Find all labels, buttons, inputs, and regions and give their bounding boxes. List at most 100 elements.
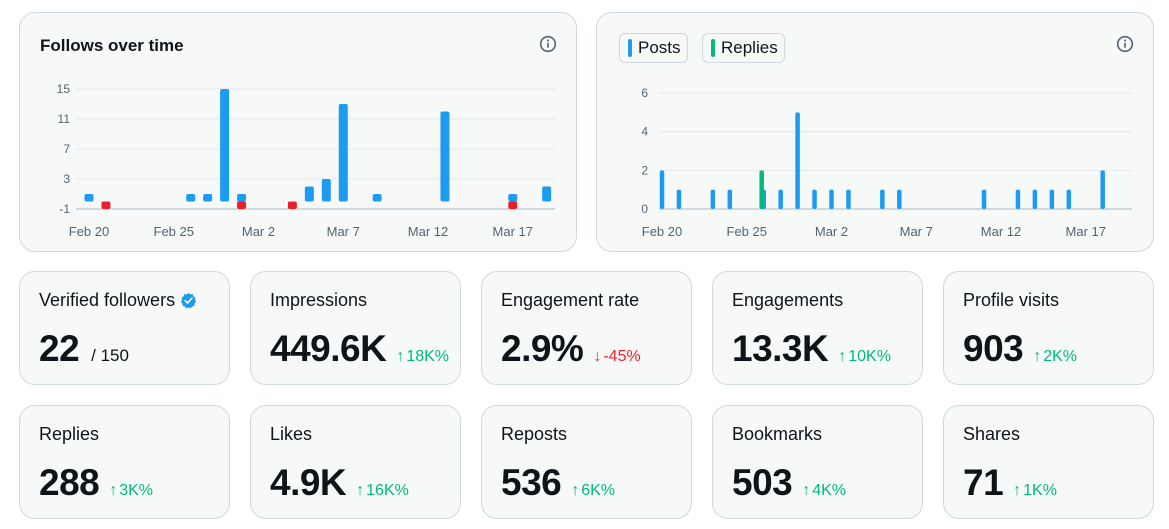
- stat-card-replies: Replies 288 ↑ 3K%: [19, 405, 230, 519]
- stat-delta-text: -45%: [603, 348, 641, 365]
- follows-bar: [508, 194, 518, 202]
- stat-delta-text: 6K%: [581, 482, 616, 499]
- y-tick-label: 6: [641, 86, 648, 100]
- unfollows-bar: [287, 201, 297, 209]
- x-tick-label: Feb 20: [642, 224, 682, 239]
- x-tick-label: Mar 2: [815, 224, 848, 239]
- stat-value: 71 ↑ 1K%: [963, 462, 1057, 504]
- stat-value: 288 ↑ 3K%: [39, 462, 153, 504]
- follows-bar: [186, 194, 196, 202]
- posts-bar: [778, 189, 783, 209]
- y-tick-label: 15: [57, 82, 71, 96]
- follows-bar: [237, 194, 247, 202]
- stat-label: Verified followers: [39, 290, 197, 311]
- stat-value-number: 2.9%: [501, 328, 584, 369]
- stat-card-profile-visits: Profile visits 903 ↑ 2K%: [943, 271, 1154, 385]
- posts-bar: [981, 189, 987, 209]
- arrow-up-icon: ↑: [356, 482, 365, 499]
- x-tick-label: Feb 25: [154, 224, 194, 239]
- stat-value: 2.9% ↓ -45%: [501, 328, 641, 370]
- stat-delta: ↑ 6K%: [571, 482, 615, 500]
- stat-card-impressions: Impressions 449.6K ↑ 18K%: [250, 271, 461, 385]
- posts-bar: [710, 189, 716, 209]
- stat-delta-text: 2K%: [1043, 348, 1078, 365]
- stat-value-number: 22: [39, 328, 80, 369]
- arrow-up-icon: ↑: [1033, 348, 1042, 365]
- arrow-up-icon: ↑: [109, 482, 118, 499]
- legend-replies[interactable]: Replies: [702, 33, 785, 63]
- stat-delta-text: 1K%: [1023, 482, 1057, 499]
- x-tick-label: Mar 17: [493, 224, 533, 239]
- stat-value: 503 ↑ 4K%: [732, 462, 846, 504]
- posts-chart: 6 4 2 0 Feb 20 Feb 25 Mar 2 Mar 7 Mar 12 Mar 17: [641, 86, 1132, 239]
- stat-card-verified-followers: Verified followers 22 / 150: [19, 271, 230, 385]
- posts-bar: [1100, 170, 1105, 209]
- follows-bar: [372, 194, 382, 202]
- stat-card-shares: Shares 71 ↑ 1K%: [943, 405, 1154, 519]
- posts-bar: [897, 189, 902, 209]
- replies-swatch: [711, 39, 715, 57]
- stat-card-reposts: Reposts 536 ↑ 6K%: [481, 405, 692, 519]
- stat-delta-text: 3K%: [119, 482, 154, 499]
- stat-value: 449.6K ↑ 18K%: [270, 328, 449, 370]
- y-tick-label: 7: [63, 142, 70, 156]
- replies-bar: [759, 170, 764, 209]
- follows-bar: [338, 104, 348, 202]
- stat-delta: ↑ 3K%: [109, 482, 153, 500]
- stat-value: 903 ↑ 2K%: [963, 328, 1077, 370]
- follows-bar: [321, 179, 331, 202]
- stat-value-number: 503: [732, 462, 793, 503]
- x-tick-label: Mar 12: [981, 224, 1021, 239]
- unfollows-bar: [101, 201, 111, 209]
- legend-posts[interactable]: Posts: [619, 33, 688, 63]
- legend-replies-label: Replies: [721, 38, 778, 57]
- info-icon[interactable]: [539, 35, 557, 53]
- posts-bar: [676, 189, 682, 209]
- stat-value-number: 288: [39, 462, 100, 503]
- stat-value: 536 ↑ 6K%: [501, 462, 615, 504]
- stat-value: 22 / 150: [39, 328, 129, 370]
- posts-bar: [829, 189, 834, 209]
- stat-value: 13.3K ↑ 10K%: [732, 328, 891, 370]
- y-tick-label: 2: [641, 163, 648, 177]
- stat-delta-text: 10K%: [848, 348, 891, 365]
- stat-card-bookmarks: Bookmarks 503 ↑ 4K%: [712, 405, 923, 519]
- stat-label-text: Verified followers: [39, 290, 176, 310]
- stat-label: Engagement rate: [501, 290, 640, 310]
- y-tick-label: 4: [641, 125, 648, 139]
- x-tick-label: Feb 25: [727, 224, 767, 239]
- stat-label: Replies: [39, 424, 100, 444]
- info-icon[interactable]: [1116, 35, 1134, 53]
- arrow-down-icon: ↓: [593, 348, 602, 365]
- stat-label: Shares: [963, 424, 1021, 444]
- posts-bar: [795, 112, 800, 209]
- posts-bar: [1032, 189, 1038, 209]
- stat-value-number: 903: [963, 328, 1024, 369]
- stat-card-engagements: Engagements 13.3K ↑ 10K%: [712, 271, 923, 385]
- stat-value-number: 71: [963, 462, 1004, 503]
- stat-label: Bookmarks: [732, 424, 823, 444]
- stat-delta-text: 18K%: [406, 348, 450, 365]
- posts-chart-card: Posts Replies 6 4 2 0 Feb 20 Feb 25 Mar 2 Mar 7…: [596, 12, 1154, 252]
- unfollows-bar: [508, 201, 518, 209]
- y-tick-label: 3: [63, 172, 70, 186]
- follows-bar: [84, 194, 94, 202]
- x-tick-label: Mar 7: [327, 224, 360, 239]
- arrow-up-icon: ↑: [1013, 482, 1022, 499]
- posts-bar: [846, 189, 851, 209]
- stat-value: 4.9K ↑ 16K%: [270, 462, 409, 504]
- posts-bar: [1066, 189, 1072, 209]
- stat-value-number: 536: [501, 462, 562, 503]
- x-tick-label: Mar 17: [1066, 224, 1106, 239]
- stat-delta: ↑ 16K%: [356, 482, 409, 500]
- stat-value-number: 13.3K: [732, 328, 829, 369]
- arrow-up-icon: ↑: [571, 482, 580, 499]
- stat-delta: ↑ 10K%: [838, 348, 891, 366]
- posts-bar: [1049, 189, 1055, 209]
- follows-chart-card: Follows over time 15 11 7 3 -1 Feb 20 Feb 25 Ma…: [19, 12, 577, 252]
- stat-label: Impressions: [270, 290, 368, 310]
- stat-label: Engagements: [732, 290, 844, 310]
- unfollows-bar: [237, 201, 247, 209]
- stat-delta: ↑ 4K%: [802, 482, 846, 500]
- stat-label: Likes: [270, 424, 313, 444]
